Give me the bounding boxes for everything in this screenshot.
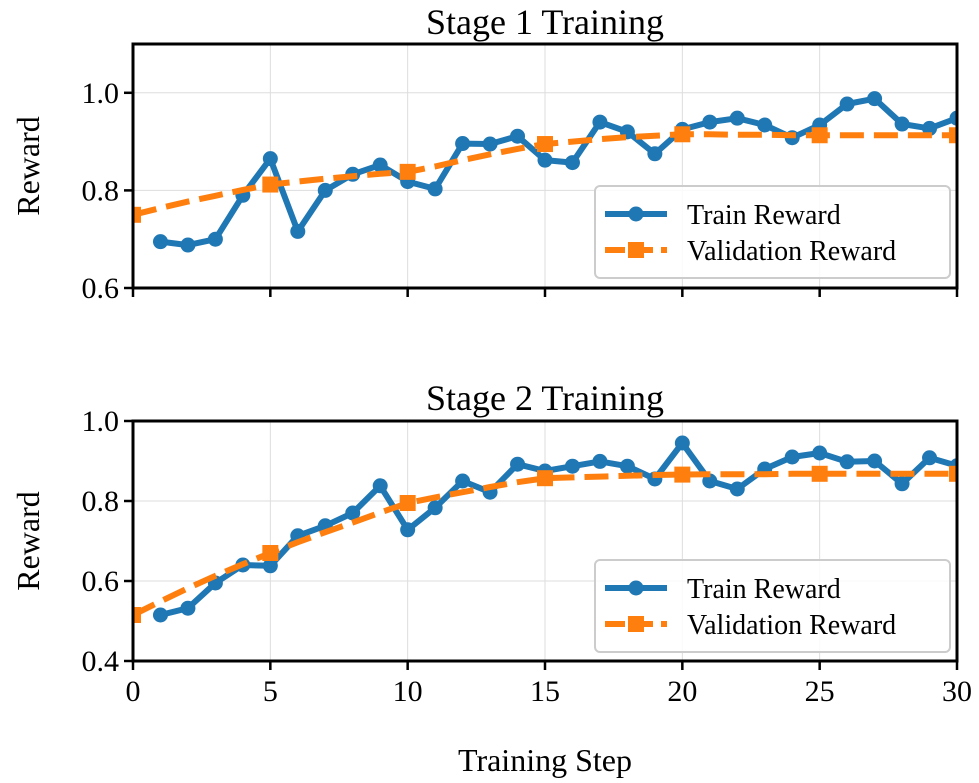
train-reward-point <box>729 481 745 497</box>
x-tick-label: 30 <box>942 675 972 708</box>
train-reward-point <box>372 157 388 173</box>
train-reward-point <box>180 237 196 253</box>
train-reward-point <box>372 478 388 494</box>
train-reward-point <box>592 453 608 469</box>
train-reward-point <box>455 473 471 489</box>
validation-reward-point <box>262 176 279 193</box>
validation-reward-point <box>537 470 553 487</box>
ticks: 0 5 10 15 20 25 30 0.4 0.6 0.8 1.0 <box>82 405 973 708</box>
train-reward-point <box>647 146 663 162</box>
train-reward-point <box>867 91 883 107</box>
train-reward-point <box>427 181 443 197</box>
x-tick-label: 5 <box>263 675 278 708</box>
train-reward-point <box>922 450 938 466</box>
train-reward-point <box>207 231 223 247</box>
train-reward-point <box>345 505 361 521</box>
train-reward-point <box>702 114 718 130</box>
train-reward-point <box>839 454 855 470</box>
train-reward-point <box>400 522 416 538</box>
y-axis-label: Reward <box>10 491 46 591</box>
legend-marker-swatch <box>628 242 644 258</box>
train-reward-point <box>729 110 745 126</box>
train-reward-point <box>427 500 443 516</box>
train-reward-point <box>564 155 580 171</box>
legend: Train Reward Validation Reward <box>594 185 951 279</box>
legend-marker-swatch <box>628 206 644 222</box>
ticks: 0.6 0.8 1.0 <box>82 77 959 305</box>
chart-title: Stage 2 Training <box>426 378 664 418</box>
validation-reward-point <box>811 465 828 482</box>
chart-title: Stage 1 Training <box>426 2 664 42</box>
x-axis-label: Training Step <box>458 742 632 778</box>
legend-entry-label: Train Reward <box>687 200 841 231</box>
validation-reward-point <box>949 465 957 482</box>
train-reward-point <box>317 182 333 198</box>
y-axis-label: Reward <box>10 116 46 216</box>
train-reward-point <box>949 110 957 126</box>
train-reward-point <box>482 136 498 152</box>
legend-entry-label: Validation Reward <box>687 236 896 267</box>
train-reward-point <box>619 458 635 474</box>
legend-box <box>594 185 951 279</box>
y-tick-label: 0.8 <box>82 174 120 207</box>
train-reward-point <box>839 96 855 112</box>
validation-reward-point <box>262 545 279 561</box>
train-reward-point <box>152 234 168 250</box>
validation-reward-point <box>537 136 553 153</box>
y-tick-label: 1.0 <box>82 77 120 110</box>
validation-reward-point <box>949 127 957 144</box>
validation-reward-point <box>133 206 141 223</box>
train-reward-point <box>290 223 306 239</box>
legend-marker-swatch <box>628 616 644 632</box>
validation-reward-point <box>674 466 691 483</box>
validation-reward-point <box>811 127 828 144</box>
x-tick-label: 0 <box>126 675 141 708</box>
x-tick-label: 10 <box>393 675 423 708</box>
validation-reward-point <box>133 607 141 623</box>
legend-box <box>594 559 951 653</box>
legend-entry-label: Validation Reward <box>687 610 896 641</box>
series-group <box>133 435 957 623</box>
legend-entry-label: Train Reward <box>687 574 841 605</box>
x-tick-label: 15 <box>530 675 560 708</box>
train-reward-point <box>894 476 910 492</box>
series-group <box>133 91 957 253</box>
train-reward-point <box>564 458 580 474</box>
y-tick-label: 0.4 <box>82 645 120 678</box>
subplot-stage-1: 0.6 0.8 1.0 Stage 1 Training Reward Train … <box>10 2 959 305</box>
validation-reward-point <box>399 495 416 511</box>
y-tick-label: 0.6 <box>82 272 120 305</box>
legend-marker-swatch <box>628 580 644 596</box>
x-tick-label: 25 <box>805 675 835 708</box>
x-tick-label: 20 <box>667 675 697 708</box>
train-reward-point <box>592 114 608 130</box>
validation-reward-point <box>674 126 691 143</box>
train-reward-point <box>537 152 553 168</box>
train-reward-point <box>180 600 196 616</box>
train-reward-point <box>510 128 526 144</box>
train-reward-point <box>894 116 910 132</box>
train-reward-point <box>152 607 168 623</box>
y-tick-label: 0.6 <box>82 565 120 598</box>
train-reward-point <box>757 117 773 133</box>
train-reward-point <box>674 435 690 451</box>
train-reward-point <box>262 558 278 574</box>
y-tick-label: 0.8 <box>82 485 120 518</box>
legend: Train Reward Validation Reward <box>594 559 951 653</box>
train-reward-point <box>922 120 938 136</box>
train-reward-point <box>510 456 526 472</box>
train-reward-point <box>784 449 800 465</box>
train-reward-point <box>262 151 278 167</box>
train-reward-point <box>812 445 828 461</box>
train-reward-point <box>455 136 471 152</box>
validation-reward-point <box>399 163 416 180</box>
train-reward-point <box>867 453 883 469</box>
subplot-stage-2: 0 5 10 15 20 25 30 0.4 0.6 0.8 1.0 Stage 2 Trainin… <box>10 378 972 778</box>
y-tick-label: 1.0 <box>82 405 120 438</box>
